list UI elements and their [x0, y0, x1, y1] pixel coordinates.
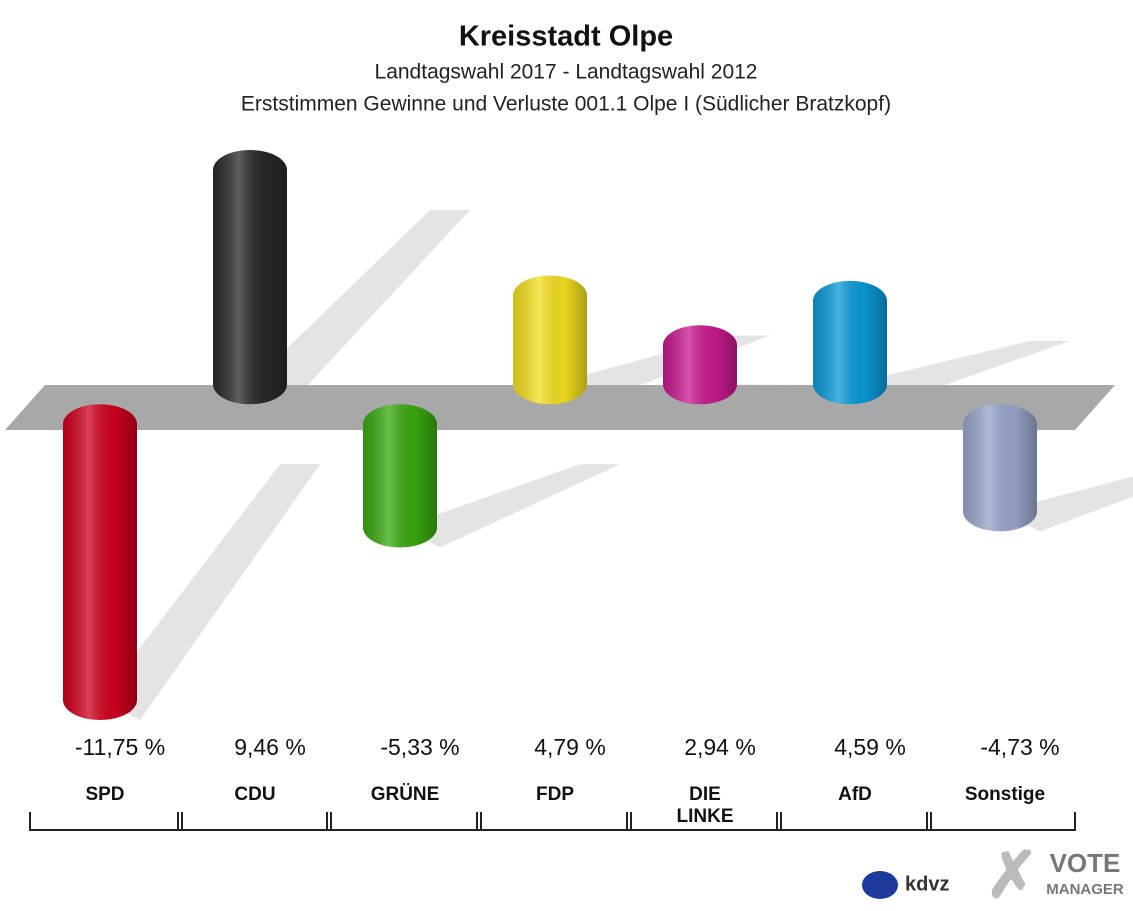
x-tick-label: DIE LINKE — [676, 784, 734, 827]
category-brackets — [29, 812, 1076, 831]
logo-text: VOTE — [1050, 848, 1121, 878]
x-tick-label: SPD — [85, 784, 125, 805]
logo-text: MANAGER — [1046, 881, 1124, 898]
bar-shadow — [100, 464, 320, 720]
bar-shading — [513, 275, 587, 405]
value-label: 9,46 % — [234, 734, 306, 760]
bar-shading — [663, 325, 737, 405]
logo-mark: ✗ — [985, 839, 1039, 911]
value-label: -4,73 % — [980, 734, 1060, 760]
x-tick-label: AfD — [838, 784, 872, 805]
chart-subtitle: Landtagswahl 2017 - Landtagswahl 2012 — [375, 61, 758, 84]
bar-shading — [813, 280, 887, 405]
chart-subtitle: Erststimmen Gewinne und Verluste 001.1 O… — [241, 93, 891, 116]
logo-text: kdvz — [905, 873, 949, 895]
bar-shading — [963, 404, 1037, 532]
value-label: -5,33 % — [380, 734, 460, 760]
x-tick-label: CDU — [234, 784, 276, 805]
chart-title: Kreisstadt Olpe — [459, 21, 673, 53]
bar-shading — [363, 404, 437, 548]
x-tick-label: Sonstige — [964, 784, 1046, 805]
logo-icon — [862, 871, 898, 899]
bar-shading — [63, 404, 137, 720]
bar-shading — [213, 150, 287, 405]
x-tick-label: FDP — [536, 784, 574, 805]
bar-shadow — [400, 464, 620, 548]
value-label: 4,59 % — [834, 734, 906, 760]
bar-shadow — [250, 210, 470, 405]
value-label: -11,75 % — [74, 734, 166, 760]
x-tick-label: GRÜNE — [370, 784, 440, 805]
value-label: 4,79 % — [534, 734, 606, 760]
value-label: 2,94 % — [684, 734, 756, 760]
